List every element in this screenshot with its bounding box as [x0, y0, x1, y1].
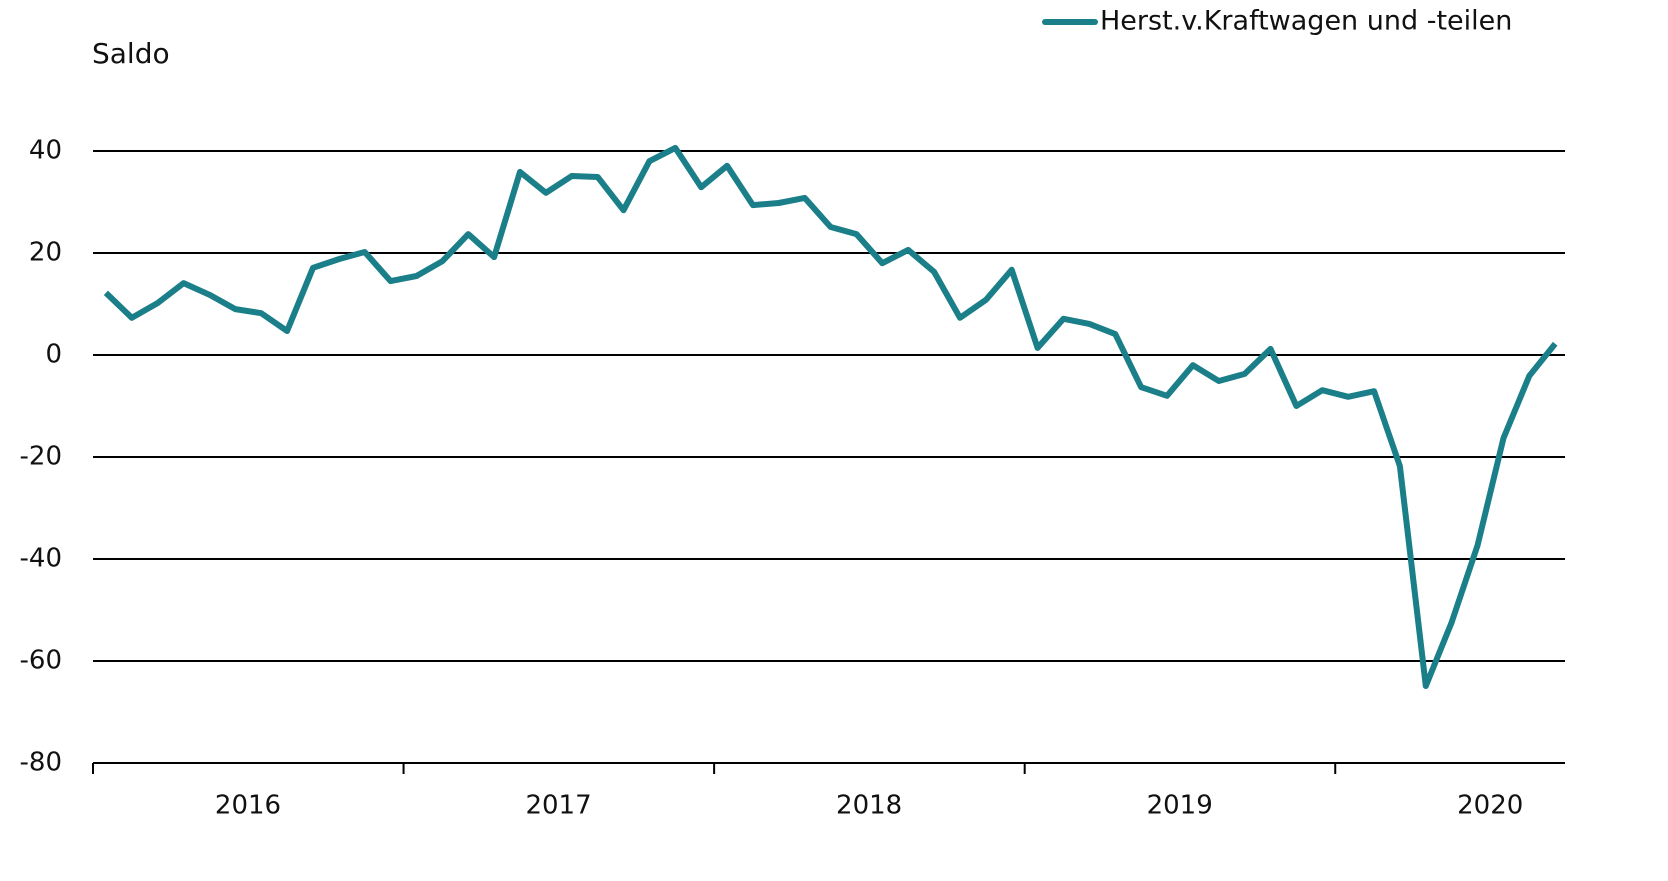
x-tick-label: 2017	[525, 791, 591, 821]
x-tick-label: 2018	[836, 791, 902, 821]
y-tick-label: -80	[20, 748, 62, 778]
y-axis-label: Saldo	[92, 37, 170, 70]
y-tick-label: -20	[20, 442, 62, 472]
x-tick-label: 2016	[215, 791, 281, 821]
data-line	[103, 144, 1558, 689]
y-tick-label: -60	[20, 646, 62, 676]
y-tick-label: 0	[45, 340, 62, 370]
x-tick-label: 2019	[1147, 791, 1213, 821]
y-tick-label: 40	[29, 136, 62, 166]
legend-label: Herst.v.Kraftwagen und -teilen	[1100, 6, 1512, 37]
x-tick-label: 2020	[1457, 791, 1523, 821]
y-tick-label: 20	[29, 238, 62, 268]
y-tick-label: -40	[20, 544, 62, 574]
